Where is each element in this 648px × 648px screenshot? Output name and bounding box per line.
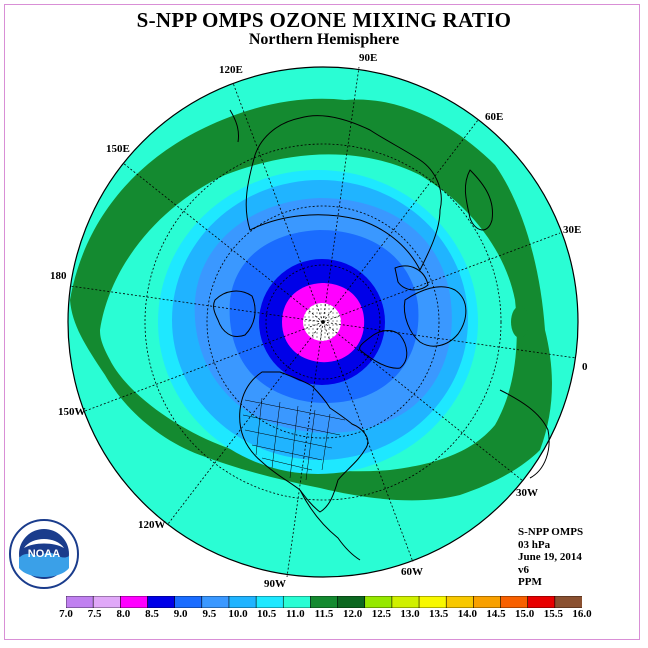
coast-africa — [499, 389, 550, 479]
colorbar-swatch — [228, 596, 257, 608]
info-units: PPM — [518, 576, 542, 588]
info-block: S-NPP OMPS 03 hPa June 19, 2014 v6 PPM — [518, 526, 583, 589]
coast-arabia — [464, 169, 494, 231]
lon-label-180: 180 — [50, 270, 67, 282]
coast-north-america — [239, 371, 369, 513]
colorbar-swatch — [147, 596, 176, 608]
info-instrument: S-NPP OMPS — [518, 526, 584, 538]
colorbar-swatch — [255, 596, 285, 608]
coast-europe — [403, 286, 467, 347]
colorbar-swatch — [201, 596, 230, 608]
coastlines — [213, 109, 550, 561]
colorbar-tick-label: 10.5 — [257, 608, 277, 620]
colorbar-swatch — [418, 596, 448, 608]
info-date: June 19, 2014 — [518, 551, 582, 563]
noaa-logo-text: NOAA — [28, 548, 60, 560]
info-version: v6 — [518, 563, 529, 576]
band-blob-europe — [511, 306, 529, 338]
colorbar-tick-label: 14.0 — [457, 608, 477, 620]
band-11-5 — [70, 98, 552, 501]
lon-label-120e: 120E — [219, 64, 243, 76]
coast-greenland — [359, 330, 408, 369]
colorbar-tick-label: 12.0 — [343, 608, 363, 620]
colorbar-swatch — [500, 596, 529, 608]
colorbar-tick-label: 13.5 — [429, 608, 449, 620]
noaa-logo-icon: NOAA — [9, 519, 79, 589]
colorbar-tick-label: 16.0 — [572, 608, 592, 620]
colorbar-swatch — [473, 596, 502, 608]
colorbar-swatch — [310, 596, 339, 608]
coast-scandinavia — [394, 265, 429, 291]
colorbar-tick-label: 9.5 — [202, 608, 217, 620]
colorbar-swatch — [92, 596, 122, 608]
colorbar-swatch — [527, 596, 556, 608]
colorbar-swatch — [174, 596, 203, 608]
colorbar-swatch — [364, 596, 393, 608]
lon-label-30w: 30W — [516, 487, 538, 499]
colorbar-tick-label: 9.0 — [173, 608, 188, 620]
colorbar-swatch — [120, 596, 149, 608]
lon-label-60w: 60W — [401, 566, 423, 578]
colorbar-swatch — [554, 596, 582, 608]
colorbar — [66, 596, 582, 608]
colorbar-tick-label: 10.0 — [228, 608, 248, 620]
us-states — [242, 397, 346, 481]
coast-central-america — [299, 489, 361, 561]
colorbar-tick-label: 11.0 — [286, 608, 305, 620]
lon-label-150e: 150E — [106, 143, 130, 155]
info-level: 03 hPa — [518, 538, 551, 551]
colorbar-tick-label: 7.0 — [59, 608, 73, 620]
colorbar-swatch — [282, 596, 312, 608]
coast-alaska — [213, 290, 256, 337]
colorbar-tick-label: 15.5 — [543, 608, 563, 620]
colorbar-tick-label: 11.5 — [314, 608, 334, 620]
lon-label-120w: 120W — [138, 519, 166, 531]
colorbar-tick-label: 13.0 — [400, 608, 420, 620]
hemisphere-boundary — [67, 66, 579, 578]
lon-label-90e: 90E — [359, 52, 377, 64]
colorbar-tick-label: 8.0 — [116, 608, 131, 620]
lon-label-150w: 150W — [58, 406, 86, 418]
coast-japan — [229, 109, 239, 143]
lon-label-60e: 60E — [485, 111, 503, 123]
lon-label-90w: 90W — [264, 578, 286, 590]
colorbar-tick-label: 14.5 — [486, 608, 506, 620]
lon-label-30e: 30E — [563, 224, 581, 236]
colorbar-swatch — [337, 596, 366, 608]
map-title: S-NPP OMPS OZONE MIXING RATIO — [136, 8, 512, 32]
colorbar-tick-label: 8.5 — [145, 608, 159, 620]
colorbar-tick-label: 12.5 — [371, 608, 391, 620]
colorbar-swatch — [66, 596, 94, 608]
lon-label-0: 0 — [582, 361, 588, 373]
map-subtitle: Northern Hemisphere — [248, 31, 400, 48]
coast-asia — [245, 115, 442, 271]
colorbar-tick-label: 7.5 — [87, 608, 102, 620]
colorbar-tick-label: 15.0 — [515, 608, 535, 620]
figure-frame — [4, 4, 640, 640]
colorbar-swatch — [391, 596, 420, 608]
colorbar-swatch — [445, 596, 475, 608]
longitude-labels: 90E 60E 30E 0 30W 60W 90W 120W 150W 180 … — [50, 52, 588, 590]
